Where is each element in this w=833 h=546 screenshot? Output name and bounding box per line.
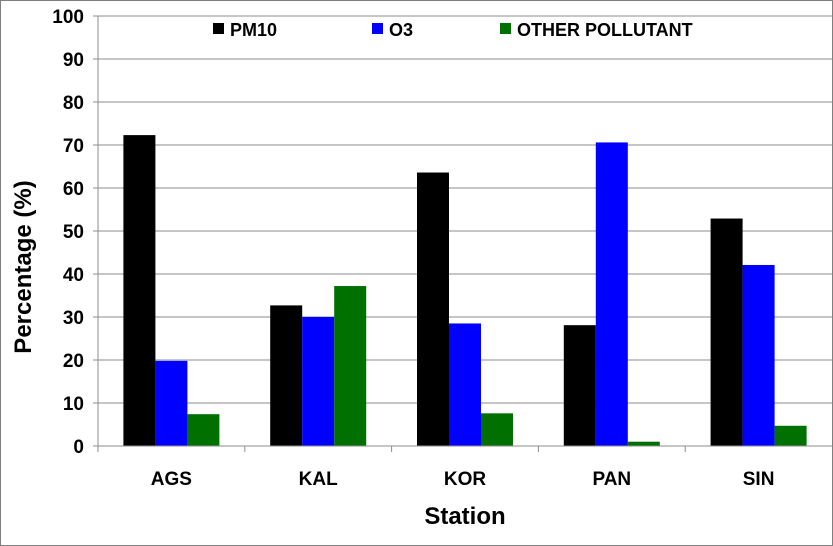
x-tick-label: SIN <box>743 469 775 490</box>
bar-ags-pm10 <box>123 135 156 447</box>
bar-sin-other-pollutant <box>774 425 807 446</box>
bar-kor-o3 <box>449 323 481 446</box>
y-tick-labels: 0 10 20 30 40 50 60 70 80 90 100 <box>52 7 84 458</box>
y-axis-title: Percentage (%) <box>10 180 37 353</box>
legend-swatch <box>500 23 511 34</box>
y-tick-label: 50 <box>63 222 84 243</box>
legend-swatch <box>372 23 383 34</box>
legend-label: O3 <box>389 20 413 40</box>
bar-sin-o3 <box>742 264 775 446</box>
gridlines <box>93 15 832 447</box>
bar-kor-other-pollutant <box>481 413 513 446</box>
y-tick-label: 20 <box>63 351 84 372</box>
bar-pan-pm10 <box>563 325 596 446</box>
bar-pan-other-pollutant <box>627 441 660 446</box>
y-tick-label: 40 <box>63 265 84 286</box>
legend-swatch <box>213 23 224 34</box>
bar-ags-other-pollutant <box>187 414 220 446</box>
x-tick-label: AGS <box>151 469 192 490</box>
y-tick-label: 10 <box>63 394 84 415</box>
y-tick-label: 80 <box>63 93 84 114</box>
y-tick-label: 30 <box>63 308 84 329</box>
y-tick-label: 100 <box>52 7 84 28</box>
legend-label: OTHER POLLUTANT <box>517 20 693 40</box>
y-tick-label: 70 <box>63 136 84 157</box>
x-tick-labels: AGS KAL KOR PAN SIN <box>151 469 775 490</box>
bar-sin-pm10 <box>710 218 743 446</box>
x-tick-label: PAN <box>592 469 631 490</box>
x-tick-label: KOR <box>444 469 487 490</box>
x-tick-label: KAL <box>299 469 338 490</box>
y-tick-label: 0 <box>73 437 84 458</box>
bar-kal-pm10 <box>270 305 303 446</box>
legend: PM10 O3 OTHER POLLUTANT <box>213 20 693 40</box>
bar-ags-o3 <box>155 360 188 446</box>
axes <box>97 16 832 452</box>
bar-pan-o3 <box>595 142 628 447</box>
y-tick-label: 60 <box>63 179 84 200</box>
bar-kal-other-pollutant <box>334 286 367 446</box>
x-axis-title: Station <box>424 503 505 530</box>
legend-label: PM10 <box>230 20 277 40</box>
bars <box>123 135 807 447</box>
bar-kor-pm10 <box>417 172 449 446</box>
y-tick-label: 90 <box>63 50 84 71</box>
bar-kal-o3 <box>302 317 335 446</box>
